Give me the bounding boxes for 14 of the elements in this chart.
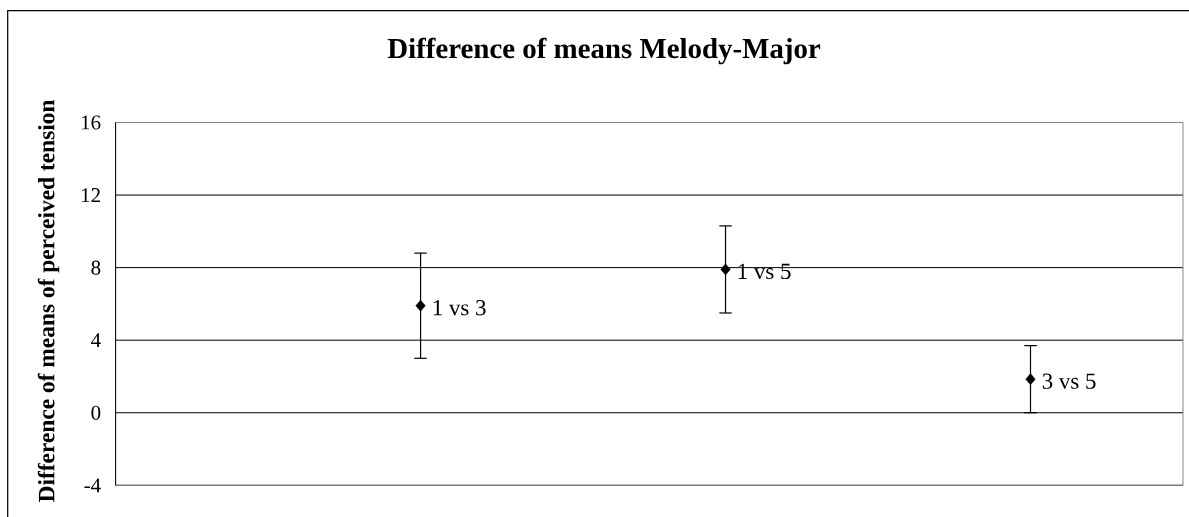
point bbox=[720, 263, 731, 276]
y-axis-title: Difference of means of perceived tension bbox=[37, 99, 60, 503]
y-tick-label: 16 bbox=[82, 115, 101, 130]
data-label: 1 vs 5 bbox=[738, 263, 791, 280]
y-tick-label: -4 bbox=[84, 478, 101, 493]
data-label: 3 vs 5 bbox=[1042, 373, 1096, 389]
point bbox=[1025, 373, 1036, 385]
data-label: 1 vs 3 bbox=[433, 300, 486, 316]
y-tick-label: 12 bbox=[82, 188, 100, 202]
chart-title: Difference of means Melody-Major bbox=[387, 37, 821, 65]
y-tick-label: 0 bbox=[91, 405, 101, 420]
point bbox=[415, 299, 426, 312]
y-tick-label: 4 bbox=[91, 333, 101, 348]
y-tick-label: 8 bbox=[91, 260, 101, 275]
